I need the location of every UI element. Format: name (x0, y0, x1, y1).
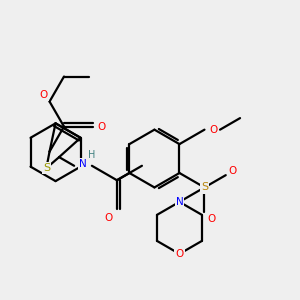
Text: O: O (98, 122, 106, 132)
Text: O: O (104, 213, 112, 223)
Text: O: O (175, 249, 184, 259)
Text: H: H (88, 150, 96, 160)
Text: O: O (209, 125, 218, 135)
Text: N: N (176, 197, 183, 207)
Text: N: N (79, 159, 87, 169)
Text: O: O (228, 166, 236, 176)
Text: O: O (207, 214, 215, 224)
Text: S: S (43, 163, 50, 173)
Text: S: S (201, 182, 208, 192)
Text: O: O (40, 90, 48, 100)
